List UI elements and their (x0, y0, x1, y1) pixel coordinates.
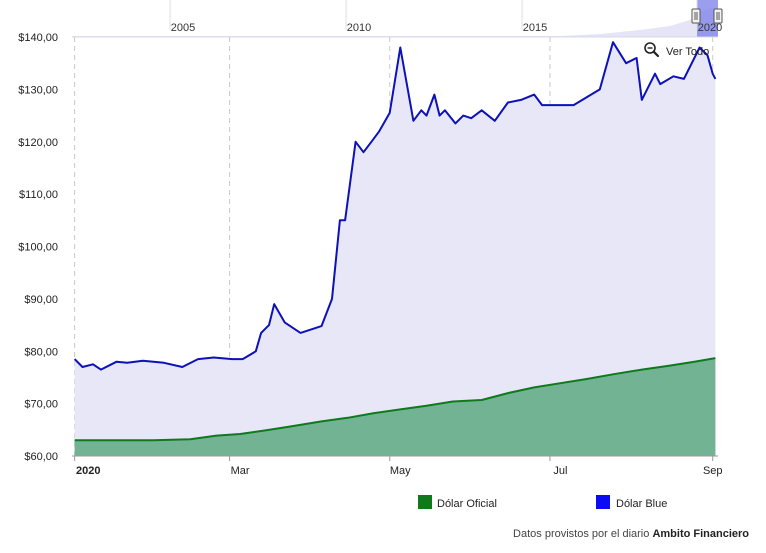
zoom-out-icon (644, 42, 660, 58)
zoom-reset-button[interactable]: Ver Todo (644, 42, 709, 58)
x-tick-label: Jul (553, 465, 567, 477)
y-tick-label: $130,00 (18, 84, 58, 96)
y-tick-label: $90,00 (24, 294, 58, 306)
credit-prefix: Datos provistos por el diario (513, 528, 649, 540)
navigator-year-label: 2010 (347, 22, 371, 34)
legend-item-dolar-blue[interactable]: Dólar Blue (596, 495, 667, 510)
y-tick-label: $70,00 (24, 399, 58, 411)
navigator-year-label: 2005 (171, 22, 195, 34)
navigator-handle-left[interactable] (691, 8, 701, 24)
legend-item-dolar-oficial[interactable]: Dólar Oficial (418, 495, 497, 510)
navigator-handle-right[interactable] (713, 8, 723, 24)
credit-text: Datos provistos por el diario Ambito Fin… (513, 528, 749, 540)
y-tick-label: $100,00 (18, 242, 58, 254)
x-tick-label: Sep (703, 465, 723, 477)
credit-source[interactable]: Ambito Financiero (652, 528, 749, 540)
x-tick-label: May (390, 465, 411, 477)
y-tick-label: $140,00 (18, 32, 58, 44)
x-axis: 2020 Mar May Jul Sep (74, 456, 723, 477)
navigator[interactable]: 2005 2010 2015 2020 (72, 0, 723, 37)
plot-area (72, 36, 718, 457)
navigator-selection[interactable] (697, 0, 718, 37)
legend-swatch-dolar-blue (596, 495, 610, 509)
series-area-dolar-oficial (74, 358, 716, 456)
y-tick-label: $120,00 (18, 137, 58, 149)
navigator-area (72, 8, 718, 37)
series-line-dolar-blue (73, 41, 717, 371)
legend-label-dolar-oficial[interactable]: Dólar Oficial (437, 498, 497, 510)
navigator-year-label: 2015 (523, 22, 547, 34)
legend-label-dolar-blue[interactable]: Dólar Blue (616, 498, 667, 510)
series-area-dolar-blue (74, 42, 716, 456)
x-tick-label: 2020 (76, 465, 100, 477)
zoom-reset-label[interactable]: Ver Todo (666, 46, 709, 58)
series-line-dolar-oficial (74, 357, 716, 442)
y-tick-label: $60,00 (24, 451, 58, 463)
y-tick-label: $110,00 (19, 189, 58, 201)
x-tick-label: Mar (231, 465, 250, 477)
legend-swatch-dolar-oficial (418, 495, 432, 509)
y-tick-label: $80,00 (24, 346, 58, 358)
navigator-year-label: 2020 (698, 22, 722, 34)
legend: Dólar Oficial Dólar Blue (418, 495, 667, 510)
y-axis: $60,00 $70,00 $80,00 $90,00 $100,00 $110,00 $1… (18, 32, 58, 463)
navigator-background (72, 0, 718, 37)
